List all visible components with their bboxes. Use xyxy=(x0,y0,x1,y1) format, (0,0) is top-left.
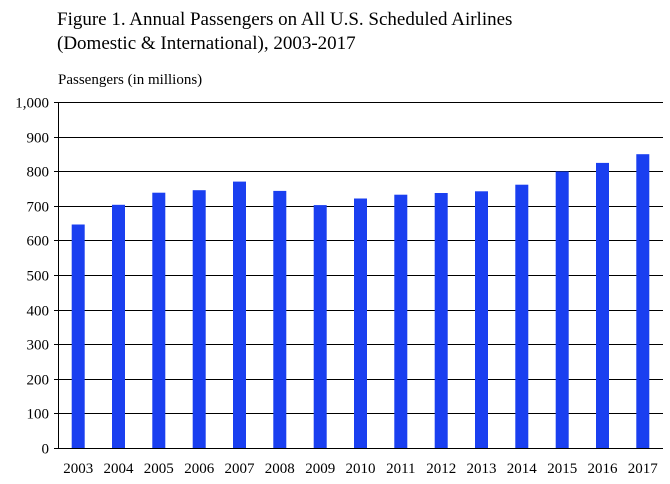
x-tick-label: 2005 xyxy=(144,461,174,477)
x-tick-label: 2008 xyxy=(265,461,295,477)
x-tick-label: 2012 xyxy=(426,461,456,477)
x-tick-label: 2003 xyxy=(63,461,93,477)
tick-labels: 0 100 200 300 400 500 600 700 800 900 1,000 2003 200… xyxy=(15,96,658,478)
x-tick-label: 2013 xyxy=(467,461,497,477)
bar-2016 xyxy=(596,162,609,448)
y-tick-label: 700 xyxy=(27,200,50,216)
bar-2003 xyxy=(71,224,85,448)
bar-2012 xyxy=(434,193,448,448)
x-tick-label: 2014 xyxy=(507,461,538,477)
bar-2004 xyxy=(112,204,125,448)
y-tick-label: 600 xyxy=(27,234,50,250)
y-tick-label: 500 xyxy=(27,269,50,285)
bar-2008 xyxy=(273,190,287,448)
bar-2011 xyxy=(394,194,408,448)
bar-2013 xyxy=(475,191,488,449)
bar-2014 xyxy=(515,184,529,448)
y-tick-label: 1,000 xyxy=(15,96,49,112)
x-tick-label: 2015 xyxy=(547,461,577,477)
bar-2009 xyxy=(313,205,327,448)
bar-2017 xyxy=(636,154,650,448)
y-tick-label: 200 xyxy=(27,373,50,389)
bar-2015 xyxy=(555,171,569,448)
y-tick-label: 800 xyxy=(27,165,50,181)
bar-2010 xyxy=(354,198,367,448)
x-tick-label: 2007 xyxy=(225,461,256,477)
y-tick-label: 300 xyxy=(27,338,50,354)
x-tick-label: 2011 xyxy=(386,461,415,477)
axes xyxy=(54,102,663,449)
y-tick-label: 100 xyxy=(27,407,50,423)
x-tick-label: 2017 xyxy=(628,461,659,477)
bar-2006 xyxy=(192,190,206,448)
y-tick-label: 400 xyxy=(27,304,50,320)
y-tick-label: 0 xyxy=(42,442,50,458)
x-tick-label: 2016 xyxy=(588,461,619,477)
chart-title-line-2: (Domestic & International), 2003-2017 xyxy=(57,33,356,54)
bar-2005 xyxy=(152,192,166,448)
chart-title: Figure 1. Annual Passengers on All U.S. … xyxy=(57,8,657,56)
bars xyxy=(71,154,650,449)
chart-title-line-1: Figure 1. Annual Passengers on All U.S. … xyxy=(57,9,513,30)
x-tick-label: 2006 xyxy=(184,461,215,477)
bar-2007 xyxy=(233,181,246,448)
x-tick-label: 2004 xyxy=(104,461,135,477)
y-axis-label: Passengers (in millions) xyxy=(58,72,203,88)
y-tick-label: 900 xyxy=(27,131,50,147)
x-tick-label: 2009 xyxy=(305,461,335,477)
x-tick-label: 2010 xyxy=(346,461,376,477)
